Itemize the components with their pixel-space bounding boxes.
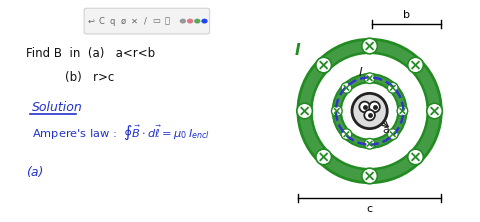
Polygon shape [298,39,441,183]
Circle shape [364,73,375,83]
Circle shape [332,106,342,116]
Text: (b)   r>c: (b) r>c [65,71,114,84]
FancyBboxPatch shape [84,8,210,34]
Circle shape [352,93,387,129]
Text: ø: ø [121,17,126,26]
Text: c: c [367,204,372,214]
Circle shape [364,110,375,120]
Text: Ampere's law :  $\oint \vec{B} \cdot d\vec{\ell} = \mu_0 \, I_{encl}$: Ampere's law : $\oint \vec{B} \cdot d\ve… [32,124,210,142]
Circle shape [194,19,201,24]
Text: ⬜: ⬜ [165,17,170,26]
Circle shape [362,38,377,54]
Circle shape [341,129,352,139]
Text: I: I [359,66,362,79]
Circle shape [408,149,423,165]
Circle shape [316,57,332,73]
Text: ↩: ↩ [87,17,94,26]
Circle shape [180,19,186,24]
Text: ✕: ✕ [131,17,138,26]
Circle shape [408,57,423,73]
Circle shape [316,149,332,165]
Text: q: q [110,17,115,26]
Circle shape [341,83,398,139]
Circle shape [341,83,352,93]
Text: Find B  in  (a)   a<r<b: Find B in (a) a<r<b [26,47,155,60]
Text: a: a [382,125,389,135]
Polygon shape [333,74,407,148]
Circle shape [387,129,398,139]
Text: ▭: ▭ [153,17,160,26]
Text: b: b [403,10,410,20]
Text: (a): (a) [26,166,43,178]
Circle shape [387,83,398,93]
Circle shape [364,139,375,149]
Circle shape [397,106,408,116]
Circle shape [362,168,377,184]
Text: /: / [144,17,147,26]
Circle shape [297,103,312,119]
Circle shape [360,102,370,112]
Circle shape [427,103,443,119]
Circle shape [201,19,208,24]
Circle shape [187,19,193,24]
Text: C: C [99,17,105,26]
Circle shape [369,102,380,112]
Text: I: I [294,43,300,58]
Text: Solution: Solution [32,101,83,114]
